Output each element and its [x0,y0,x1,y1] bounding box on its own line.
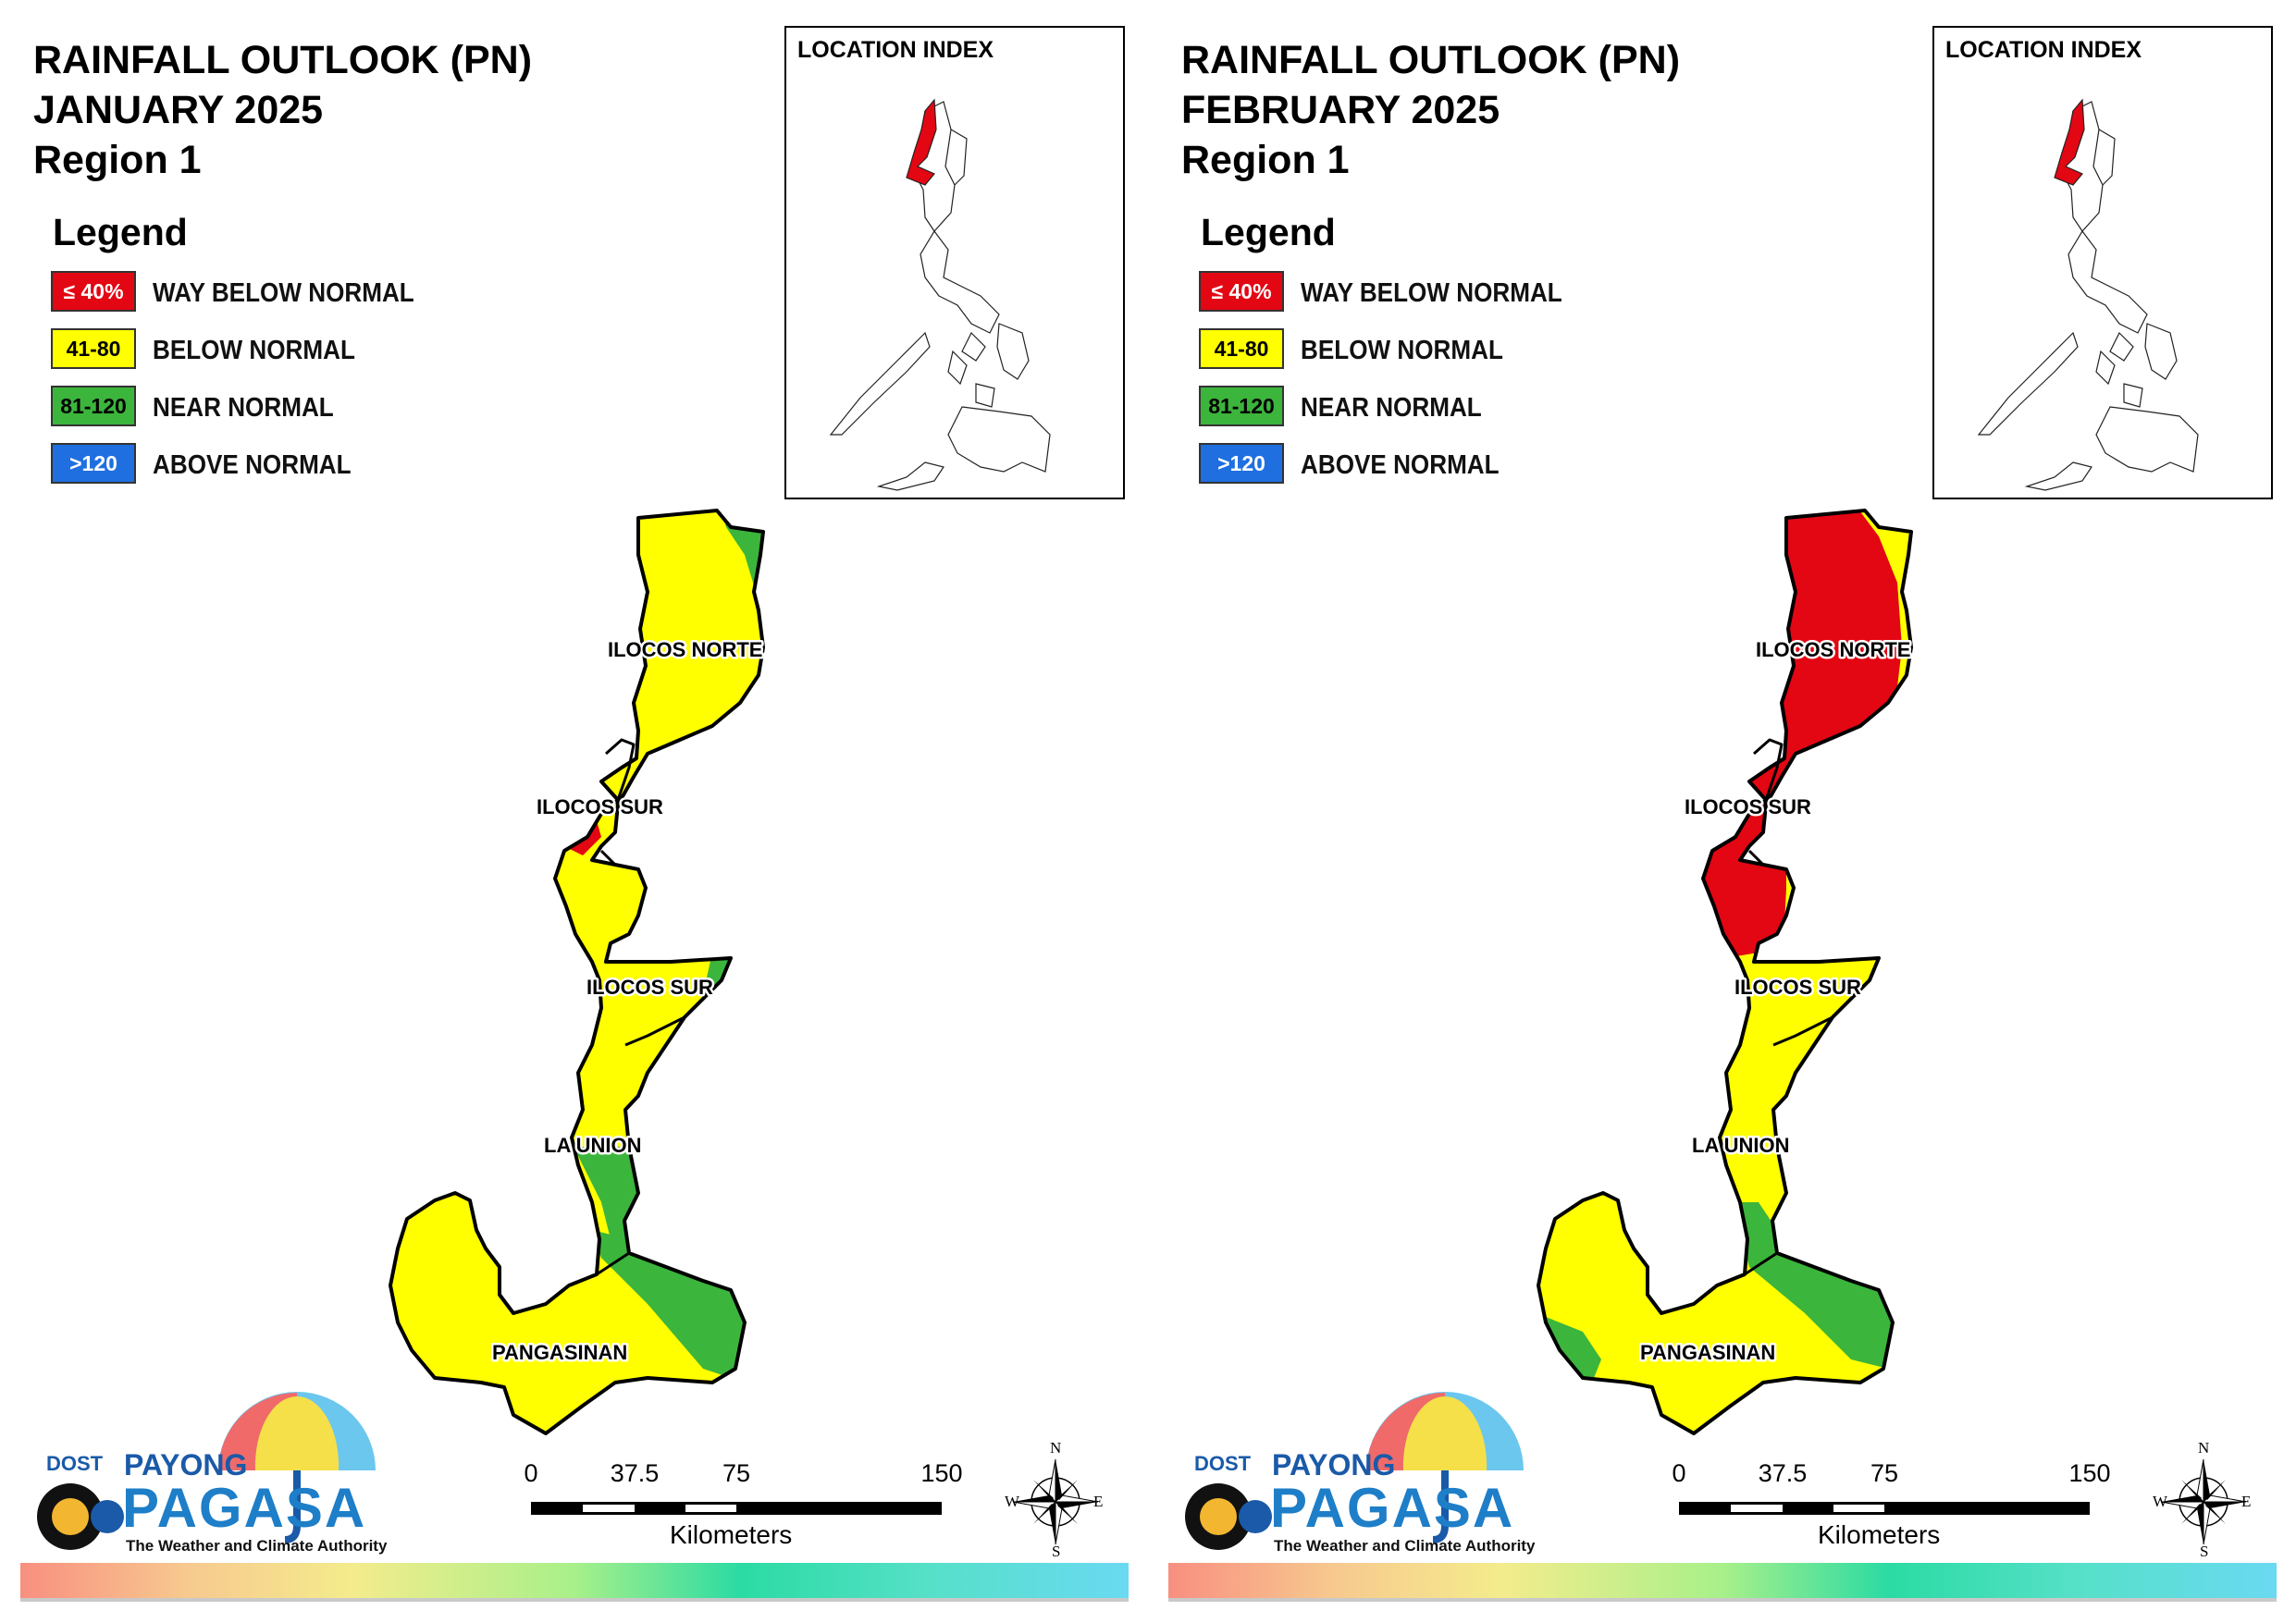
compass-e: E [2241,1493,2252,1510]
legend-item-near-normal: 81-120 NEAR NORMAL [1199,386,1624,443]
legend-label: BELOW NORMAL [1301,336,1503,365]
footer-gradient-bar [1168,1563,2277,1598]
scale-tick-label: 37.5 [610,1459,660,1487]
february-outlook-panel: RAINFALL OUTLOOK (PN) FEBRUARY 2025 Regi… [1148,0,2296,1623]
legend-label: NEAR NORMAL [1301,393,1482,423]
logo-payong-text: PAYONG [124,1448,248,1482]
map-title: RAINFALL OUTLOOK (PN) FEBRUARY 2025 Regi… [1181,35,1680,185]
scale-tick-label: 0 [524,1459,538,1487]
legend-swatch: 81-120 [51,386,136,426]
compass-rose: N S E W [2153,1439,2254,1560]
legend-label: BELOW NORMAL [153,336,355,365]
payong-pagasa-logo: DOST PAYONG PAGASA The Weather and Clima… [33,1387,388,1563]
footer-divider [20,1598,1129,1602]
compass-icon [1012,1458,1099,1545]
scale-tick-label: 37.5 [1758,1459,1808,1487]
legend-item-above-normal: >120 ABOVE NORMAL [1199,443,1624,500]
region1-rainfall-map-february: ILOCOS NORTE ILOCOS SUR ILOCOS SUR LA UN… [1537,509,1913,1435]
scale-tick-label: 0 [1672,1459,1686,1487]
compass-s: S [1052,1543,1061,1560]
title-line-2: FEBRUARY 2025 [1181,88,1500,132]
logo-dost-text: DOST [46,1452,104,1475]
region1-rainfall-map-january: ILOCOS NORTE ILOCOS SUR ILOCOS SUR LA UN… [389,509,765,1435]
january-outlook-panel: RAINFALL OUTLOOK (PN) JANUARY 2025 Regio… [20,26,1129,1602]
title-line-1: RAINFALL OUTLOOK (PN) [33,38,533,82]
scale-bar: 0 37.5 75 150 Kilometers [518,1459,962,1561]
scale-bar: 0 37.5 75 150 Kilometers [1666,1459,2110,1561]
location-index-title: LOCATION INDEX [797,37,994,63]
legend-swatch: 41-80 [51,328,136,369]
province-label-pangasinan: PANGASINAN [492,1341,627,1364]
province-label-ilocos-norte: ILOCOS NORTE [608,638,762,661]
philippines-outline [1977,98,2199,491]
title-line-3: Region 1 [1181,138,1350,182]
legend-label: NEAR NORMAL [153,393,334,423]
legend-label: ABOVE NORMAL [153,450,352,480]
legend-label: ABOVE NORMAL [1301,450,1500,480]
legend-item-above-normal: >120 ABOVE NORMAL [51,443,476,500]
compass-n: N [2198,1439,2210,1457]
footer-gradient-bar [20,1563,1129,1598]
umbrella-icon [37,1392,376,1550]
legend-label: WAY BELOW NORMAL [153,278,414,308]
location-index-map: LOCATION INDEX [1932,26,2273,499]
legend-swatch: >120 [51,443,136,484]
legend-swatch: >120 [1199,443,1284,484]
philippines-outline [829,98,1051,491]
logo-tagline: The Weather and Climate Authority [1274,1537,1536,1555]
province-label-ilocos-sur: ILOCOS SUR [1685,795,1811,818]
footer-divider [1168,1598,2277,1602]
umbrella-icon [1185,1392,1524,1550]
legend-title: Legend [1201,211,1336,253]
scale-unit: Kilometers [1818,1520,1941,1549]
compass-n: N [1050,1439,1062,1457]
logo-dost-text: DOST [1194,1452,1252,1475]
scale-tick-label: 75 [1870,1459,1899,1487]
payong-pagasa-logo: DOST PAYONG PAGASA The Weather and Clima… [1181,1387,1536,1563]
province-label-ilocos-sur: ILOCOS SUR [537,795,663,818]
legend-swatch: 41-80 [1199,328,1284,369]
province-label-ilocos-norte: ILOCOS NORTE [1756,638,1910,661]
legend: Legend ≤ 40% WAY BELOW NORMAL 41-80 BELO… [51,211,476,500]
scale-unit: Kilometers [670,1520,793,1549]
logo-pagasa-text: PAGASA [1270,1477,1515,1539]
legend-item-way-below-normal: ≤ 40% WAY BELOW NORMAL [1199,271,1624,328]
legend-swatch: ≤ 40% [51,271,136,312]
scale-tick-label: 150 [2068,1459,2111,1487]
legend-title: Legend [53,211,188,253]
province-label-ilocos-sur-south: ILOCOS SUR [586,976,713,999]
legend-item-way-below-normal: ≤ 40% WAY BELOW NORMAL [51,271,476,328]
legend: Legend ≤ 40% WAY BELOW NORMAL 41-80 BELO… [1199,211,1624,500]
logo-tagline: The Weather and Climate Authority [126,1537,388,1555]
legend-item-near-normal: 81-120 NEAR NORMAL [51,386,476,443]
logo-payong-text: PAYONG [1272,1448,1396,1482]
compass-w: W [1005,1493,1020,1510]
legend-swatch: 81-120 [1199,386,1284,426]
compass-w: W [2153,1493,2168,1510]
legend-item-below-normal: 41-80 BELOW NORMAL [1199,328,1624,386]
location-index-title: LOCATION INDEX [1945,37,2142,63]
province-label-la-union: LA UNION [1692,1134,1790,1157]
compass-rose: N S E W [1005,1439,1106,1560]
province-label-pangasinan: PANGASINAN [1640,1341,1775,1364]
province-label-la-union: LA UNION [544,1134,642,1157]
map-title: RAINFALL OUTLOOK (PN) JANUARY 2025 Regio… [33,35,532,185]
province-label-ilocos-sur-south: ILOCOS SUR [1734,976,1861,999]
scale-bar-graphic [531,1502,942,1515]
compass-s: S [2200,1543,2209,1560]
title-line-1: RAINFALL OUTLOOK (PN) [1181,38,1681,82]
scale-tick-label: 75 [722,1459,751,1487]
legend-item-below-normal: 41-80 BELOW NORMAL [51,328,476,386]
title-line-3: Region 1 [33,138,202,182]
scale-tick-label: 150 [920,1459,963,1487]
legend-swatch: ≤ 40% [1199,271,1284,312]
logo-pagasa-text: PAGASA [122,1477,367,1539]
scale-bar-graphic [1679,1502,2090,1515]
location-index-map: LOCATION INDEX [784,26,1125,499]
compass-e: E [1093,1493,1104,1510]
compass-icon [2160,1458,2247,1545]
title-line-2: JANUARY 2025 [33,88,324,132]
legend-label: WAY BELOW NORMAL [1301,278,1562,308]
